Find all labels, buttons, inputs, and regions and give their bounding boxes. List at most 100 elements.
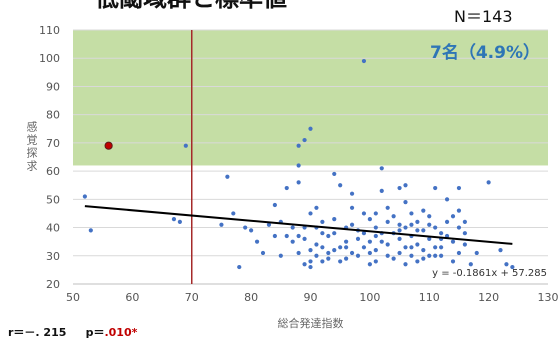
data-point bbox=[373, 259, 378, 264]
data-point bbox=[450, 259, 456, 264]
data-point bbox=[367, 262, 372, 267]
data-point bbox=[456, 225, 462, 230]
data-point bbox=[219, 222, 224, 227]
data-point bbox=[320, 231, 325, 236]
data-point bbox=[427, 253, 432, 258]
data-point bbox=[439, 253, 444, 258]
data-point bbox=[379, 166, 384, 171]
p-prefix: p＝ bbox=[85, 326, 105, 339]
data-point bbox=[338, 183, 343, 188]
data-point bbox=[367, 216, 372, 222]
data-point bbox=[349, 250, 355, 256]
data-point bbox=[403, 183, 408, 188]
data-point bbox=[373, 233, 378, 239]
data-point bbox=[332, 231, 337, 236]
data-point bbox=[415, 228, 420, 233]
data-point bbox=[284, 185, 289, 191]
x-tick-label: 130 bbox=[538, 291, 559, 304]
page-title: 低閾域群と標準値 bbox=[95, 0, 287, 12]
data-point bbox=[403, 262, 408, 267]
x-tick-label: 90 bbox=[304, 291, 318, 304]
data-point bbox=[355, 236, 361, 241]
y-tick-label: 90 bbox=[46, 80, 60, 93]
data-point bbox=[427, 222, 432, 227]
data-point bbox=[332, 216, 337, 222]
data-point bbox=[367, 250, 372, 256]
data-point bbox=[231, 211, 236, 216]
data-point bbox=[237, 264, 242, 270]
data-point bbox=[326, 250, 331, 256]
data-point bbox=[433, 225, 438, 230]
data-point bbox=[266, 222, 272, 227]
y-tick-label: 100 bbox=[39, 52, 60, 65]
data-point bbox=[450, 214, 456, 219]
data-point bbox=[308, 211, 313, 216]
data-point bbox=[397, 222, 402, 227]
data-point bbox=[439, 245, 444, 250]
data-point bbox=[433, 253, 438, 258]
x-tick-label: 50 bbox=[66, 291, 80, 304]
x-tick-label: 110 bbox=[419, 291, 440, 304]
y-tick-label: 50 bbox=[46, 193, 60, 206]
data-point bbox=[361, 245, 367, 250]
data-point bbox=[332, 171, 337, 177]
correlation-stats: r＝－. 215 p＝.010* bbox=[8, 326, 137, 340]
data-point bbox=[385, 242, 390, 247]
data-point bbox=[421, 256, 426, 261]
data-point bbox=[183, 143, 188, 148]
data-point bbox=[397, 228, 402, 233]
data-point bbox=[332, 248, 337, 253]
data-point bbox=[433, 245, 438, 250]
y-tick-label: 70 bbox=[46, 137, 60, 150]
data-point bbox=[349, 205, 355, 210]
data-point bbox=[504, 262, 509, 267]
data-point bbox=[278, 253, 283, 258]
data-point bbox=[296, 143, 301, 148]
data-point bbox=[308, 264, 313, 270]
y-tick-label: 20 bbox=[46, 278, 60, 291]
data-point bbox=[249, 228, 254, 233]
data-point bbox=[296, 180, 301, 185]
data-point bbox=[456, 208, 462, 213]
data-point bbox=[82, 194, 87, 199]
data-point bbox=[320, 245, 325, 250]
data-point bbox=[344, 245, 349, 250]
x-tick-label: 80 bbox=[244, 291, 258, 304]
data-point bbox=[326, 256, 331, 261]
data-point bbox=[254, 239, 260, 244]
data-point bbox=[403, 225, 408, 230]
x-axis-title: 総合発達指数 bbox=[278, 316, 344, 330]
data-point bbox=[314, 253, 319, 258]
data-point bbox=[409, 253, 414, 258]
data-point bbox=[290, 225, 295, 230]
data-point bbox=[421, 228, 426, 233]
data-point bbox=[338, 245, 343, 250]
data-point bbox=[409, 222, 414, 227]
data-point bbox=[510, 264, 515, 270]
x-tick-label: 100 bbox=[359, 291, 380, 304]
data-point bbox=[344, 239, 349, 244]
y-tick-label: 80 bbox=[46, 109, 60, 122]
x-tick-label: 70 bbox=[185, 291, 199, 304]
data-point bbox=[409, 211, 414, 216]
data-point bbox=[427, 236, 432, 241]
data-point bbox=[415, 242, 420, 247]
y-tick-label: 60 bbox=[46, 165, 60, 178]
data-point bbox=[462, 242, 467, 247]
data-point bbox=[367, 239, 372, 244]
data-point bbox=[361, 211, 367, 216]
p-value: .010* bbox=[104, 326, 138, 339]
data-point bbox=[338, 259, 343, 264]
band-annotation: 7名（4.9%） bbox=[430, 42, 540, 63]
data-point bbox=[302, 236, 307, 241]
data-point bbox=[474, 250, 479, 256]
data-point bbox=[284, 233, 289, 239]
data-point bbox=[326, 233, 331, 239]
y-tick-label: 110 bbox=[39, 24, 60, 37]
data-point bbox=[391, 214, 396, 219]
data-point bbox=[302, 262, 307, 267]
data-point bbox=[296, 163, 301, 168]
data-point bbox=[385, 219, 390, 225]
